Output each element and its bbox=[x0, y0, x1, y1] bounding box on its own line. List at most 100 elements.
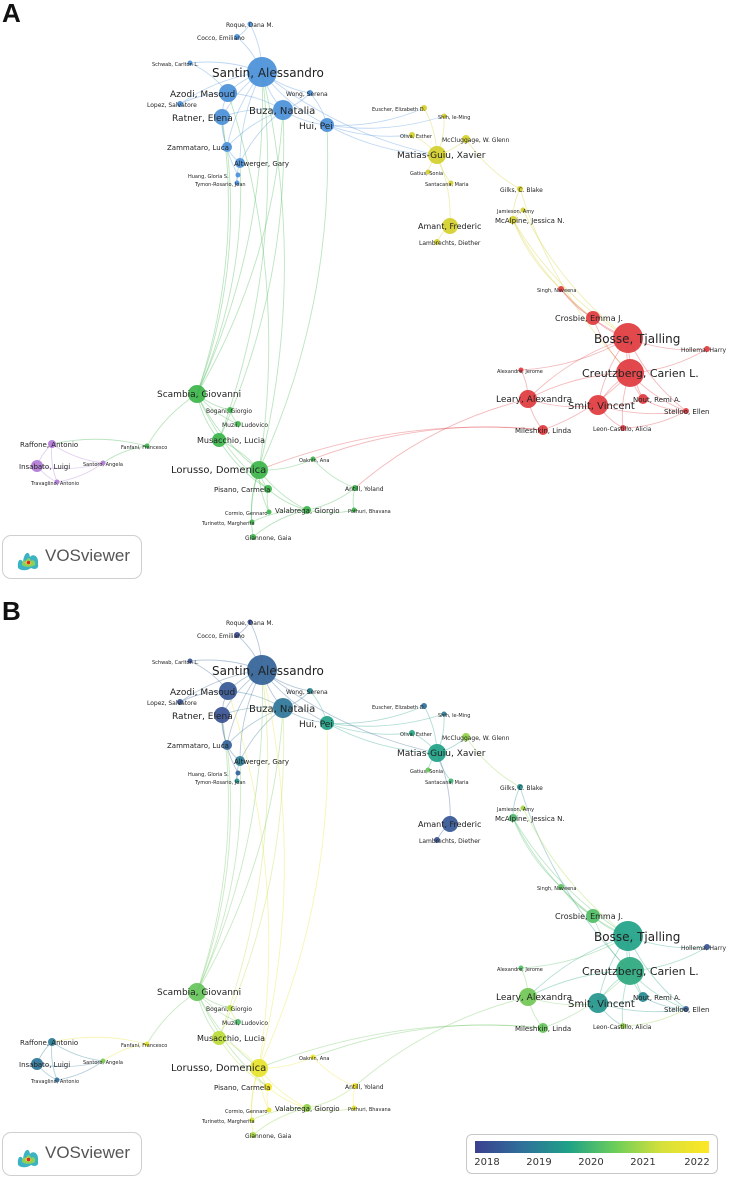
author-node[interactable] bbox=[54, 1077, 60, 1083]
author-node[interactable] bbox=[214, 109, 230, 125]
author-node[interactable] bbox=[227, 1005, 233, 1011]
author-node[interactable] bbox=[517, 186, 523, 192]
author-node[interactable] bbox=[264, 485, 272, 493]
author-node[interactable] bbox=[264, 1083, 272, 1091]
author-node[interactable] bbox=[188, 983, 206, 1001]
author-node[interactable] bbox=[320, 118, 334, 132]
author-node[interactable] bbox=[352, 1083, 358, 1089]
author-node[interactable] bbox=[234, 180, 240, 186]
author-node[interactable] bbox=[235, 421, 241, 427]
author-node[interactable] bbox=[462, 135, 470, 143]
author-node[interactable] bbox=[638, 992, 648, 1002]
author-node[interactable] bbox=[538, 425, 548, 435]
author-node[interactable] bbox=[100, 460, 106, 466]
author-node[interactable] bbox=[187, 60, 193, 66]
author-node[interactable] bbox=[519, 390, 537, 408]
author-node[interactable] bbox=[222, 142, 232, 152]
author-node[interactable] bbox=[519, 988, 537, 1006]
author-node[interactable] bbox=[616, 359, 644, 387]
author-node[interactable] bbox=[613, 921, 643, 951]
author-node[interactable] bbox=[234, 632, 240, 638]
author-node[interactable] bbox=[100, 1058, 106, 1064]
author-node[interactable] bbox=[586, 311, 600, 325]
author-node[interactable] bbox=[188, 385, 206, 403]
author-node[interactable] bbox=[683, 1006, 689, 1012]
author-node[interactable] bbox=[212, 433, 226, 447]
author-node[interactable] bbox=[586, 909, 600, 923]
author-node[interactable] bbox=[425, 169, 431, 175]
author-node[interactable] bbox=[234, 34, 240, 40]
author-node[interactable] bbox=[250, 534, 256, 540]
author-node[interactable] bbox=[249, 519, 255, 525]
author-node[interactable] bbox=[434, 837, 440, 843]
author-node[interactable] bbox=[227, 407, 233, 413]
author-node[interactable] bbox=[442, 816, 458, 832]
author-node[interactable] bbox=[250, 1059, 268, 1077]
author-node[interactable] bbox=[538, 1023, 548, 1033]
author-node[interactable] bbox=[247, 21, 253, 27]
author-node[interactable] bbox=[704, 944, 710, 950]
author-node[interactable] bbox=[214, 707, 230, 723]
author-node[interactable] bbox=[558, 884, 564, 890]
author-node[interactable] bbox=[310, 1054, 316, 1060]
author-node[interactable] bbox=[620, 1023, 626, 1029]
author-node[interactable] bbox=[273, 100, 293, 120]
author-node[interactable] bbox=[303, 1104, 311, 1112]
author-node[interactable] bbox=[638, 394, 648, 404]
author-node[interactable] bbox=[320, 716, 334, 730]
author-node[interactable] bbox=[704, 346, 710, 352]
author-node[interactable] bbox=[249, 1117, 255, 1123]
author-node[interactable] bbox=[307, 688, 313, 694]
author-node[interactable] bbox=[212, 1031, 226, 1045]
author-node[interactable] bbox=[442, 218, 458, 234]
author-node[interactable] bbox=[409, 132, 415, 138]
author-node[interactable] bbox=[273, 698, 293, 718]
author-node[interactable] bbox=[48, 1038, 56, 1046]
author-node[interactable] bbox=[307, 90, 313, 96]
author-node[interactable] bbox=[250, 1132, 256, 1138]
author-node[interactable] bbox=[235, 172, 241, 178]
author-node[interactable] bbox=[520, 805, 526, 811]
author-node[interactable] bbox=[266, 509, 272, 515]
author-node[interactable] bbox=[144, 443, 150, 449]
author-node[interactable] bbox=[434, 239, 440, 245]
author-node[interactable] bbox=[31, 1058, 43, 1070]
author-node[interactable] bbox=[518, 965, 524, 971]
author-node[interactable] bbox=[421, 703, 427, 709]
author-node[interactable] bbox=[235, 770, 241, 776]
author-node[interactable] bbox=[462, 733, 470, 741]
author-node[interactable] bbox=[588, 993, 608, 1013]
author-node[interactable] bbox=[441, 113, 447, 119]
author-node[interactable] bbox=[448, 180, 454, 186]
author-node[interactable] bbox=[235, 756, 245, 766]
author-node[interactable] bbox=[303, 506, 311, 514]
author-node[interactable] bbox=[588, 395, 608, 415]
author-node[interactable] bbox=[425, 767, 431, 773]
author-node[interactable] bbox=[448, 778, 454, 784]
author-node[interactable] bbox=[235, 1019, 241, 1025]
author-node[interactable] bbox=[421, 105, 427, 111]
author-node[interactable] bbox=[616, 957, 644, 985]
author-node[interactable] bbox=[31, 460, 43, 472]
author-node[interactable] bbox=[235, 158, 245, 168]
author-node[interactable] bbox=[558, 286, 564, 292]
author-node[interactable] bbox=[613, 323, 643, 353]
author-node[interactable] bbox=[683, 408, 689, 414]
author-node[interactable] bbox=[250, 461, 268, 479]
author-node[interactable] bbox=[48, 440, 56, 448]
author-node[interactable] bbox=[219, 84, 237, 102]
author-node[interactable] bbox=[247, 57, 277, 87]
author-node[interactable] bbox=[247, 655, 277, 685]
author-node[interactable] bbox=[219, 682, 237, 700]
author-node[interactable] bbox=[509, 216, 517, 224]
author-node[interactable] bbox=[177, 101, 183, 107]
author-node[interactable] bbox=[187, 658, 193, 664]
author-node[interactable] bbox=[441, 711, 447, 717]
author-node[interactable] bbox=[266, 1107, 272, 1113]
author-node[interactable] bbox=[509, 814, 517, 822]
author-node[interactable] bbox=[177, 699, 183, 705]
author-node[interactable] bbox=[247, 619, 253, 625]
author-node[interactable] bbox=[234, 778, 240, 784]
author-node[interactable] bbox=[620, 425, 626, 431]
author-node[interactable] bbox=[310, 456, 316, 462]
